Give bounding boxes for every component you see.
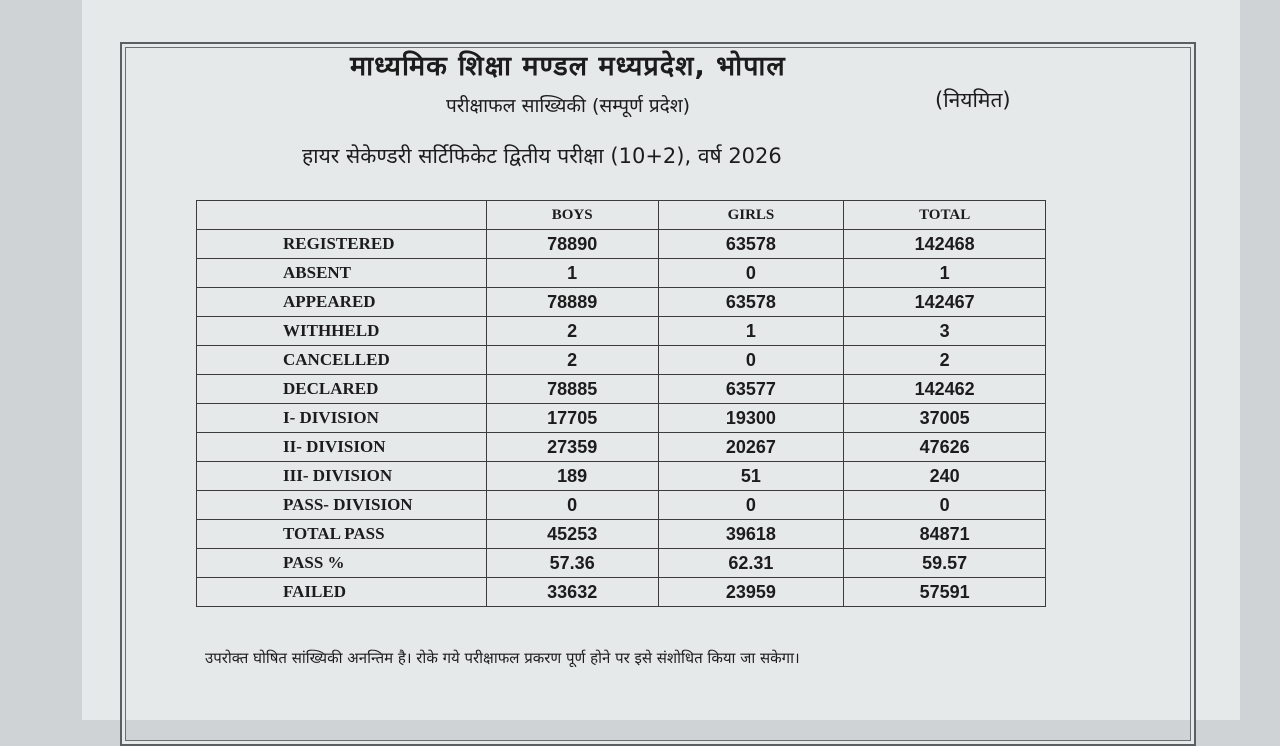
header-total: TOTAL [843, 200, 1046, 230]
table-row: III- DIVISION 189 51 240 [196, 461, 1046, 491]
total-value: 3 [843, 316, 1046, 346]
statistics-subtitle: परीक्षाफल साख्यिकी (सम्पूर्ण प्रदेश) [446, 95, 691, 117]
table-row: I- DIVISION 17705 19300 37005 [196, 403, 1046, 433]
table-row: REGISTERED 78890 63578 142468 [196, 229, 1046, 259]
table-row: PASS- DIVISION 0 0 0 [196, 490, 1046, 520]
boys-value: 57.36 [485, 548, 659, 578]
row-label: CANCELLED [196, 345, 487, 375]
total-value: 142462 [843, 374, 1046, 404]
total-value: 84871 [843, 519, 1046, 549]
header-girls: GIRLS [657, 200, 845, 230]
boys-value: 78885 [485, 374, 659, 404]
girls-value: 51 [657, 461, 845, 491]
girls-value: 19300 [657, 403, 845, 433]
row-label: I- DIVISION [196, 403, 487, 433]
boys-value: 0 [485, 490, 659, 520]
boys-value: 45253 [485, 519, 659, 549]
girls-value: 20267 [657, 432, 845, 462]
category-label: (नियमित) [935, 88, 1011, 112]
girls-value: 63578 [657, 229, 845, 259]
girls-value: 39618 [657, 519, 845, 549]
total-value: 59.57 [843, 548, 1046, 578]
total-value: 37005 [843, 403, 1046, 433]
table-row: ABSENT 1 0 1 [196, 258, 1046, 288]
row-label: APPEARED [196, 287, 487, 317]
boys-value: 33632 [485, 577, 659, 607]
row-label: PASS % [196, 548, 487, 578]
boys-value: 189 [485, 461, 659, 491]
exam-title: हायर सेकेण्डरी सर्टिफिकेट द्वितीय परीक्ष… [302, 144, 782, 168]
total-value: 57591 [843, 577, 1046, 607]
total-value: 240 [843, 461, 1046, 491]
girls-value: 0 [657, 490, 845, 520]
girls-value: 62.31 [657, 548, 845, 578]
table-row: DECLARED 78885 63577 142462 [196, 374, 1046, 404]
row-label: TOTAL PASS [196, 519, 487, 549]
row-label: II- DIVISION [196, 432, 487, 462]
table-header-row: BOYS GIRLS TOTAL [196, 200, 1046, 230]
boys-value: 1 [485, 258, 659, 288]
boys-value: 2 [485, 345, 659, 375]
header-boys: BOYS [485, 200, 659, 230]
total-value: 142468 [843, 229, 1046, 259]
girls-value: 0 [657, 258, 845, 288]
row-label: ABSENT [196, 258, 487, 288]
row-label: DECLARED [196, 374, 487, 404]
boys-value: 27359 [485, 432, 659, 462]
table-row: PASS % 57.36 62.31 59.57 [196, 548, 1046, 578]
boys-value: 17705 [485, 403, 659, 433]
organization-title: माध्यमिक शिक्षा मण्डल मध्यप्रदेश, भोपाल [350, 51, 786, 82]
boys-value: 2 [485, 316, 659, 346]
row-label: REGISTERED [196, 229, 487, 259]
boys-value: 78890 [485, 229, 659, 259]
table-row: II- DIVISION 27359 20267 47626 [196, 432, 1046, 462]
header-blank [196, 200, 487, 230]
row-label: WITHHELD [196, 316, 487, 346]
girls-value: 23959 [657, 577, 845, 607]
row-label: III- DIVISION [196, 461, 487, 491]
table-row: CANCELLED 2 0 2 [196, 345, 1046, 375]
total-value: 142467 [843, 287, 1046, 317]
table-row: APPEARED 78889 63578 142467 [196, 287, 1046, 317]
girls-value: 1 [657, 316, 845, 346]
girls-value: 63577 [657, 374, 845, 404]
total-value: 2 [843, 345, 1046, 375]
table-row: TOTAL PASS 45253 39618 84871 [196, 519, 1046, 549]
boys-value: 78889 [485, 287, 659, 317]
girls-value: 63578 [657, 287, 845, 317]
table-row: WITHHELD 2 1 3 [196, 316, 1046, 346]
total-value: 47626 [843, 432, 1046, 462]
row-label: PASS- DIVISION [196, 490, 487, 520]
girls-value: 0 [657, 345, 845, 375]
footnote: उपरोक्त घोषित सांख्यिकी अनन्तिम है। रोके… [205, 649, 800, 667]
total-value: 0 [843, 490, 1046, 520]
row-label: FAILED [196, 577, 487, 607]
total-value: 1 [843, 258, 1046, 288]
table-row: FAILED 33632 23959 57591 [196, 577, 1046, 607]
results-table: BOYS GIRLS TOTAL REGISTERED 78890 63578 142… [196, 200, 1046, 607]
